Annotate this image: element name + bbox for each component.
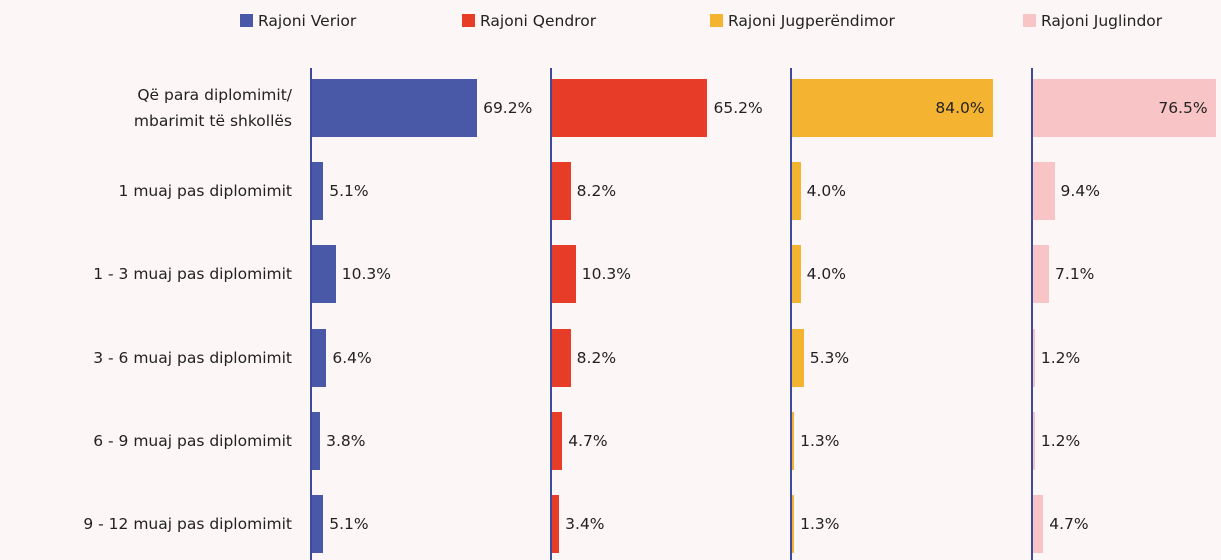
value-label: 1.3% (800, 431, 840, 450)
value-label: 1.3% (800, 515, 840, 533)
legend-swatch (240, 14, 253, 27)
value-label: 4.0% (806, 265, 846, 284)
category-label: Që para diplomimit/ mbarimit të shkollës (133, 86, 292, 130)
value-label: 8.2% (576, 182, 617, 201)
value-label: 5.1% (329, 515, 369, 533)
bar (551, 245, 576, 304)
category-label: 6 - 9 muaj pas diplomimit (93, 431, 292, 450)
category-label: 9 - 12 muaj pas diplomimit (83, 515, 292, 533)
value-label: 8.2% (576, 348, 617, 367)
bar (311, 328, 327, 387)
value-label: 3.4% (565, 515, 605, 533)
legend-label: Rajoni Verior (258, 12, 357, 30)
bar (791, 79, 993, 137)
value-label: 10.3% (341, 265, 391, 284)
legend-swatch (462, 14, 475, 27)
category-label: 3 - 6 muaj pas diplomimit (93, 348, 292, 367)
bar (791, 411, 795, 470)
value-label: 6.4% (332, 348, 372, 367)
bar (551, 495, 560, 553)
value-label: 4.7% (568, 431, 608, 450)
value-label: 5.3% (809, 348, 850, 367)
value-label: 1.2% (1040, 431, 1081, 450)
legend-item: Rajoni Jugperëndimor (710, 12, 895, 30)
bar (311, 245, 336, 304)
bar (311, 79, 478, 137)
bar (1032, 245, 1050, 304)
legend-label: Rajoni Juglindor (1041, 12, 1163, 30)
category-label: 1 muaj pas diplomimit (118, 182, 292, 201)
value-label: 76.5% (1158, 99, 1208, 117)
value-label: 65.2% (713, 99, 763, 117)
value-label: 1.2% (1040, 348, 1081, 367)
bar (311, 162, 324, 221)
bar (551, 328, 571, 387)
bar (1032, 162, 1055, 221)
value-label: 9.4% (1060, 182, 1100, 201)
legend-label: Rajoni Jugperëndimor (728, 12, 895, 30)
value-label: 10.3% (581, 265, 631, 284)
axis-line (310, 68, 312, 560)
axis-line (790, 68, 792, 560)
legend-swatch (710, 14, 723, 27)
bar (1032, 411, 1035, 470)
legend-item: Rajoni Qendror (462, 12, 596, 30)
legend-item: Rajoni Juglindor (1023, 12, 1162, 30)
value-label: 4.7% (1049, 515, 1089, 533)
value-label: 84.0% (935, 99, 985, 117)
legend-item: Rajoni Verior (240, 12, 356, 30)
value-label: 4.0% (806, 182, 846, 201)
axis-line (550, 68, 552, 560)
bar (791, 245, 801, 304)
legend-label: Rajoni Qendror (480, 12, 597, 30)
value-label: 69.2% (483, 99, 533, 117)
value-label: 7.1% (1055, 265, 1095, 284)
value-label: 3.8% (326, 431, 366, 450)
bar (551, 162, 571, 221)
bar (791, 328, 804, 387)
bar (791, 495, 795, 553)
bar (551, 79, 708, 137)
bar (551, 411, 563, 470)
bar (1032, 328, 1035, 387)
axis-line (1031, 68, 1033, 560)
bar (311, 495, 324, 553)
value-label: 5.1% (329, 182, 369, 201)
bar (311, 411, 321, 470)
bar (1032, 79, 1216, 137)
bar (791, 162, 801, 221)
legend-swatch (1023, 14, 1036, 27)
bar (1032, 495, 1044, 553)
category-label: 1 - 3 muaj pas diplomimit (93, 265, 292, 284)
